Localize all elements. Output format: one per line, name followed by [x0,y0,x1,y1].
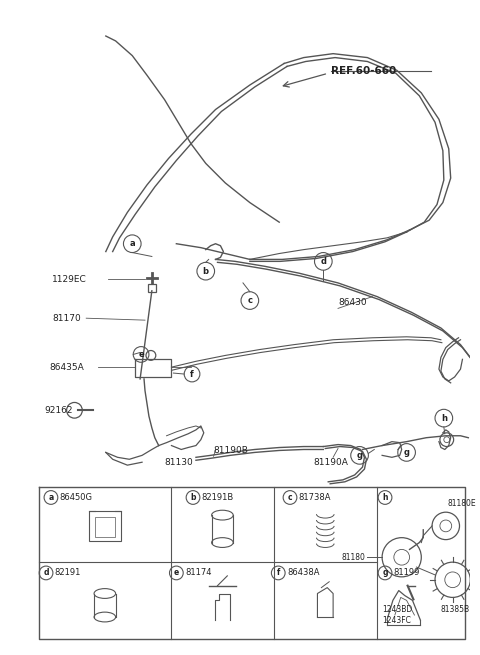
Text: 81130: 81130 [165,458,193,467]
Text: g: g [404,448,409,457]
Bar [148,284,156,291]
Text: a: a [48,493,54,502]
Text: 81190A: 81190A [313,458,348,467]
Text: 92162: 92162 [44,406,72,415]
Text: d: d [320,257,326,266]
Text: f: f [190,369,194,379]
Text: b: b [203,267,209,276]
Text: 81199: 81199 [394,569,420,578]
Text: 81174: 81174 [185,569,212,578]
Text: 1243BD: 1243BD [382,605,412,614]
Text: 1243FC: 1243FC [382,616,411,626]
Text: e: e [138,350,144,359]
Text: 82191: 82191 [55,569,81,578]
Text: f: f [276,569,280,578]
Text: 82191B: 82191B [202,493,234,502]
Text: 86435A: 86435A [49,363,84,371]
Text: g: g [357,451,362,460]
Bar [95,517,115,536]
Bar [89,511,120,540]
Text: c: c [288,493,292,502]
Text: 86438A: 86438A [287,569,320,578]
Text: c: c [247,296,252,305]
Text: a: a [130,239,135,248]
Text: 81385B: 81385B [440,605,469,614]
Text: e: e [174,569,179,578]
Text: 1129EC: 1129EC [52,274,87,284]
Text: 86450G: 86450G [60,493,93,502]
Text: 81180: 81180 [342,553,365,562]
Text: 81170: 81170 [52,314,81,323]
Text: REF.60-660: REF.60-660 [331,66,396,76]
Text: 81190B: 81190B [214,446,249,455]
Text: h: h [382,493,388,502]
Text: h: h [441,413,447,422]
Text: d: d [43,569,49,578]
Text: b: b [190,493,196,502]
Text: 81180E: 81180E [448,499,476,508]
Text: g: g [382,569,388,578]
Text: 86430: 86430 [338,298,367,307]
Text: 81738A: 81738A [299,493,331,502]
